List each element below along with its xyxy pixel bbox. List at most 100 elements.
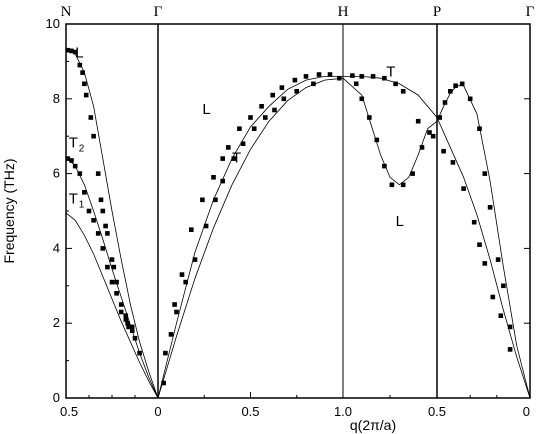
data-point bbox=[400, 89, 406, 94]
data-point bbox=[91, 133, 96, 139]
data-point bbox=[459, 81, 465, 87]
data-point bbox=[114, 291, 119, 296]
y-tick-label: 8 bbox=[53, 91, 60, 106]
data-point bbox=[393, 81, 398, 87]
data-point bbox=[82, 81, 87, 87]
data-point bbox=[442, 100, 448, 105]
data-point bbox=[292, 77, 298, 83]
data-point bbox=[382, 75, 387, 81]
data-point bbox=[80, 70, 85, 75]
data-point bbox=[487, 205, 493, 210]
data-point bbox=[419, 145, 425, 150]
data-point bbox=[477, 126, 482, 131]
data-point bbox=[65, 47, 71, 53]
data-point bbox=[88, 115, 94, 120]
x-tick-label: 0.5 bbox=[428, 404, 446, 419]
data-point bbox=[453, 83, 458, 88]
data-point bbox=[467, 96, 473, 102]
branch-label: L bbox=[396, 213, 404, 230]
data-point bbox=[220, 178, 225, 184]
data-point bbox=[118, 309, 124, 315]
data-point bbox=[161, 380, 166, 386]
data-point bbox=[501, 283, 506, 289]
symmetry-point-label: H bbox=[338, 4, 349, 20]
dispersion-curve-4 bbox=[157, 77, 531, 399]
branch-label-subscript: 2 bbox=[79, 143, 85, 154]
data-point bbox=[231, 156, 237, 161]
data-point bbox=[482, 171, 488, 176]
branch-label: T bbox=[69, 191, 78, 208]
data-point bbox=[213, 197, 218, 203]
data-point bbox=[382, 163, 387, 169]
data-point bbox=[507, 324, 513, 330]
data-point bbox=[237, 126, 242, 131]
data-point bbox=[226, 145, 231, 150]
data-point bbox=[259, 104, 264, 109]
data-point bbox=[95, 171, 101, 176]
y-tick-label: 4 bbox=[53, 240, 60, 255]
data-point bbox=[69, 48, 74, 54]
data-point bbox=[490, 294, 496, 300]
dispersion-curve-0 bbox=[65, 47, 159, 399]
data-point bbox=[427, 130, 432, 135]
data-point bbox=[359, 96, 365, 102]
data-point bbox=[498, 313, 504, 318]
data-point bbox=[353, 81, 359, 87]
data-point bbox=[163, 350, 168, 356]
data-point bbox=[129, 328, 135, 333]
symmetry-point-label: Γ bbox=[154, 4, 163, 20]
data-point bbox=[495, 257, 501, 262]
data-point bbox=[137, 350, 142, 356]
data-point bbox=[211, 175, 216, 180]
y-tick-label: 10 bbox=[46, 16, 60, 31]
data-point bbox=[86, 208, 92, 214]
data-point bbox=[174, 309, 179, 315]
data-point bbox=[72, 163, 78, 169]
data-point bbox=[448, 89, 453, 94]
data-point bbox=[111, 264, 117, 270]
data-point bbox=[251, 126, 257, 131]
data-point bbox=[77, 62, 83, 68]
data-point bbox=[270, 92, 275, 98]
data-point bbox=[507, 347, 513, 352]
data-point bbox=[441, 148, 446, 154]
data-point bbox=[370, 74, 376, 79]
x-axis-title: q(2π/a) bbox=[350, 417, 396, 433]
dispersion-curves bbox=[65, 47, 531, 399]
data-point bbox=[109, 257, 115, 262]
data-point bbox=[471, 219, 477, 225]
data-point bbox=[437, 115, 442, 120]
y-axis-title: Frequency (THz) bbox=[1, 158, 17, 263]
data-point bbox=[83, 92, 89, 98]
branch-label: T bbox=[232, 149, 241, 166]
x-tick-label: 0 bbox=[523, 404, 530, 419]
data-point bbox=[82, 190, 87, 195]
data-point bbox=[91, 218, 96, 223]
data-point bbox=[303, 74, 309, 79]
data-point bbox=[477, 242, 482, 247]
dispersion-curve-3 bbox=[157, 76, 531, 399]
data-point bbox=[400, 182, 406, 188]
data-point bbox=[350, 73, 355, 78]
data-point bbox=[118, 302, 124, 307]
branch-label-subscript: 1 bbox=[79, 200, 85, 211]
data-point bbox=[248, 115, 253, 120]
data-point bbox=[415, 118, 421, 124]
data-point bbox=[103, 223, 108, 229]
data-point bbox=[192, 257, 198, 262]
data-point bbox=[461, 186, 466, 191]
symmetry-point-label: N bbox=[61, 4, 72, 20]
data-point bbox=[100, 208, 106, 214]
data-point bbox=[179, 272, 185, 277]
symmetry-point-label: P bbox=[433, 4, 441, 20]
dispersion-curve-1 bbox=[65, 156, 159, 399]
branch-label: T bbox=[69, 134, 78, 151]
data-point bbox=[132, 335, 138, 341]
data-point bbox=[98, 197, 104, 203]
symmetry-point-label: Γ bbox=[526, 4, 535, 20]
data-point bbox=[410, 171, 415, 176]
data-point bbox=[316, 72, 322, 77]
data-point bbox=[109, 279, 115, 285]
